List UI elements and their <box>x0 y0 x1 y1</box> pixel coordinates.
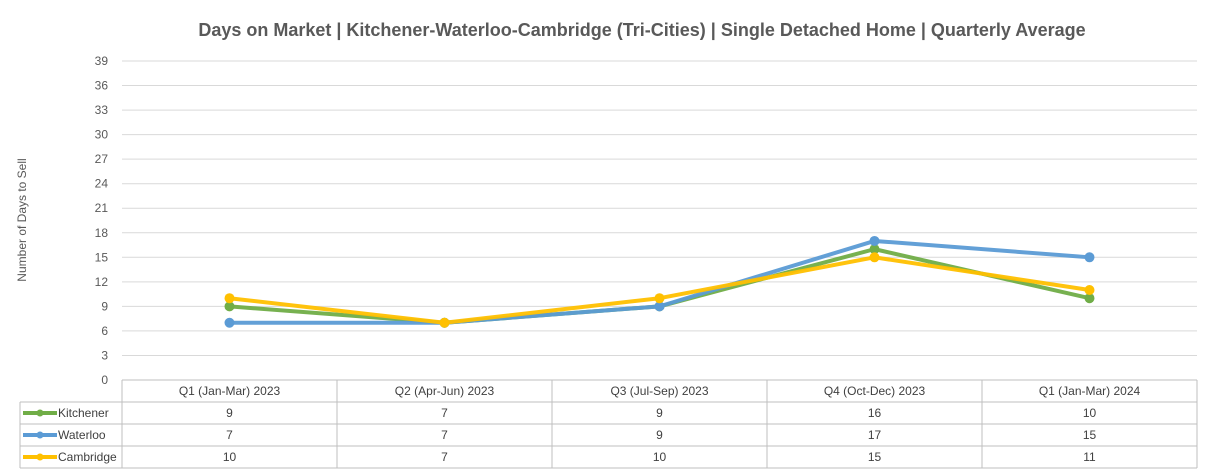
table-value: 10 <box>1083 406 1097 420</box>
table-value: 15 <box>1083 428 1097 442</box>
table-value: 7 <box>441 406 448 420</box>
legend-marker-waterloo <box>36 431 44 439</box>
x-category-label: Q1 (Jan-Mar) 2024 <box>1039 384 1141 398</box>
data-point-kitchener <box>1084 293 1095 304</box>
legend-marker-cambridge <box>36 453 44 461</box>
x-category-label: Q4 (Oct-Dec) 2023 <box>824 384 926 398</box>
y-tick-label: 33 <box>95 103 109 117</box>
table-value: 11 <box>1083 450 1096 464</box>
y-tick-label: 36 <box>95 79 109 93</box>
table-value: 7 <box>226 428 233 442</box>
x-category-label: Q3 (Jul-Sep) 2023 <box>610 384 708 398</box>
y-tick-label: 30 <box>95 128 109 142</box>
legend-label: Cambridge <box>58 450 117 464</box>
legend-label: Kitchener <box>58 406 109 420</box>
table-value: 10 <box>653 450 667 464</box>
data-point-waterloo <box>654 301 665 312</box>
data-point-waterloo <box>869 235 880 246</box>
data-point-kitchener <box>224 301 235 312</box>
legend-marker-kitchener <box>36 409 44 417</box>
data-point-kitchener <box>869 244 880 255</box>
table-value: 7 <box>441 450 448 464</box>
data-point-waterloo <box>224 317 235 328</box>
y-tick-label: 6 <box>101 324 108 338</box>
x-category-label: Q2 (Apr-Jun) 2023 <box>395 384 495 398</box>
data-point-waterloo <box>1084 252 1095 263</box>
y-tick-label: 12 <box>95 275 109 289</box>
y-tick-label: 39 <box>95 54 109 68</box>
data-point-cambridge <box>439 317 450 328</box>
table-value: 15 <box>868 450 882 464</box>
table-value: 17 <box>868 428 882 442</box>
y-tick-label: 15 <box>95 250 109 264</box>
y-axis-label: Number of Days to Sell <box>15 158 29 281</box>
table-value: 7 <box>441 428 448 442</box>
y-tick-label: 9 <box>101 299 108 313</box>
data-point-cambridge <box>1084 285 1095 296</box>
legend-label: Waterloo <box>58 428 106 442</box>
data-point-cambridge <box>224 293 235 304</box>
data-point-cambridge <box>654 293 665 304</box>
table-value: 16 <box>868 406 882 420</box>
table-value: 10 <box>223 450 237 464</box>
y-tick-label: 3 <box>101 348 108 362</box>
y-tick-label: 0 <box>101 373 108 387</box>
table-value: 9 <box>226 406 233 420</box>
table-value: 9 <box>656 428 663 442</box>
data-point-cambridge <box>869 252 880 263</box>
y-tick-label: 21 <box>95 201 109 215</box>
table-value: 9 <box>656 406 663 420</box>
x-category-label: Q1 (Jan-Mar) 2023 <box>179 384 281 398</box>
chart-title: Days on Market | Kitchener-Waterloo-Camb… <box>198 20 1085 40</box>
y-tick-label: 24 <box>95 177 109 191</box>
y-tick-label: 18 <box>95 226 109 240</box>
y-tick-label: 27 <box>95 152 109 166</box>
